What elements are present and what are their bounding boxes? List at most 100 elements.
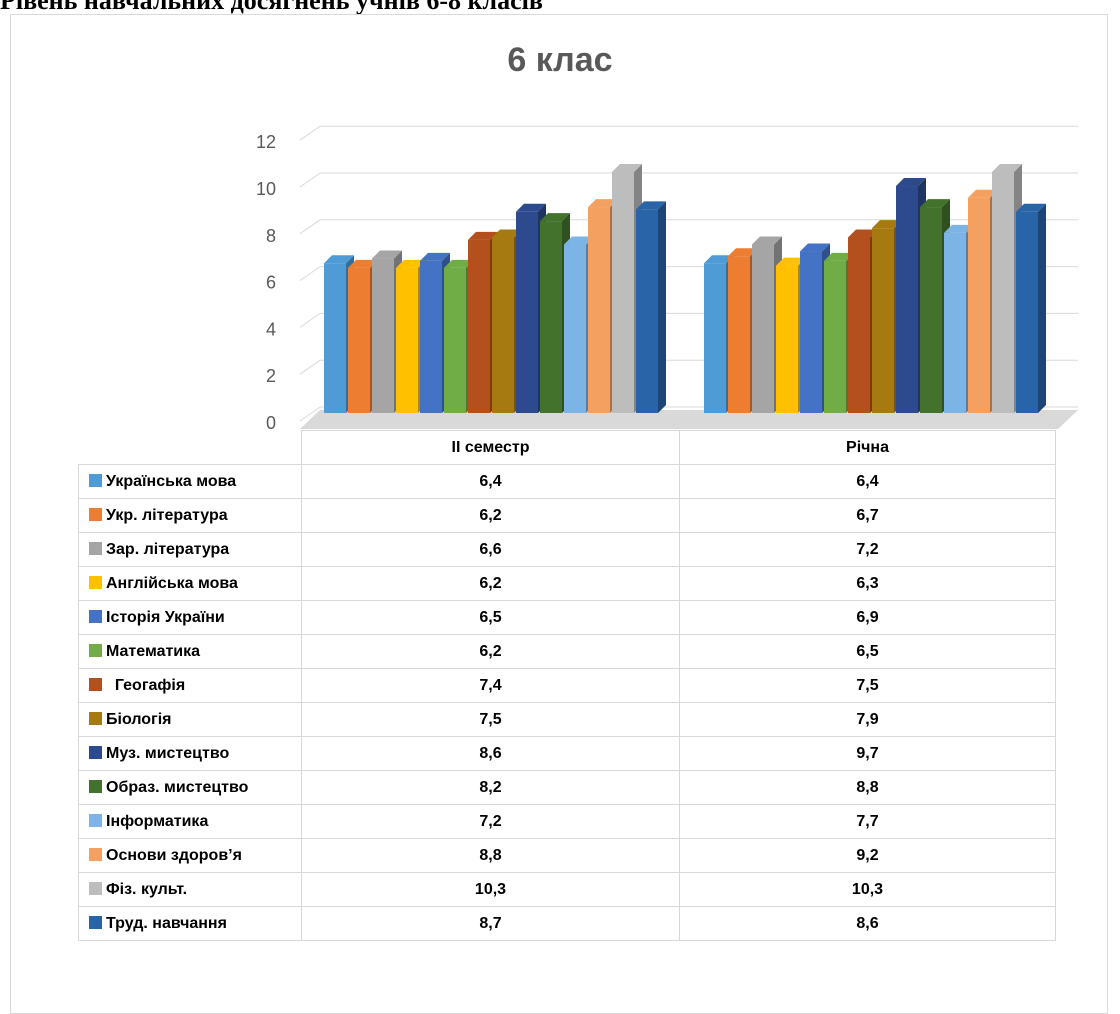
y-tick-label: 8: [266, 226, 276, 246]
data-label: 6,2: [301, 498, 680, 533]
bar-top: [944, 224, 974, 233]
bar-top: [324, 255, 354, 264]
y-tick-label: 2: [266, 366, 276, 386]
table-row: Фіз. культ. 10,3 10,3: [78, 872, 1056, 907]
series-name: Англійська мова: [106, 574, 238, 592]
bar-front: [540, 221, 562, 413]
series-name: Зар. література: [106, 540, 230, 558]
data-label: 8,7: [301, 906, 680, 941]
legend-entry: Зар. література: [78, 532, 302, 567]
legend-entry: Труд. навчання: [78, 906, 302, 941]
bar-top: [968, 189, 998, 198]
legend-entry: Історія України: [78, 600, 302, 635]
table-row: Інформатика 7,2 7,7: [78, 804, 1056, 839]
bar-top: [588, 199, 618, 208]
legend-entry: Математика: [78, 634, 302, 669]
bar-front: [848, 237, 870, 413]
legend-swatch: [89, 575, 102, 589]
series-name: Образ. мистецтво: [106, 778, 249, 796]
table-row: Англійська мова 6,2 6,3: [78, 566, 1056, 601]
bar-chart-plot: 0 2 4 6 8 10 12: [256, 125, 1078, 433]
data-label: 8,8: [301, 838, 680, 873]
bar-top: [920, 199, 950, 208]
legend-entry: Укр. література: [78, 498, 302, 533]
bar-front: [564, 244, 586, 413]
bar-front: [348, 267, 370, 413]
series-name: Укр. література: [106, 506, 228, 524]
bar-top: [752, 236, 782, 245]
bar-front: [824, 260, 846, 413]
table-row: Математика 6,2 6,5: [78, 634, 1056, 669]
series-name: Українська мова: [106, 472, 237, 490]
y-axis-ticks: 0 2 4 6 8 10 12: [256, 132, 276, 433]
bar-top: [540, 213, 570, 222]
bar-top: [1016, 203, 1046, 212]
legend-entry: Фіз. культ.: [78, 872, 302, 907]
bar-top: [468, 231, 498, 240]
bar-top: [372, 250, 402, 259]
bar-top: [800, 243, 830, 252]
bar-front: [516, 211, 538, 413]
bar-front: [896, 186, 918, 413]
data-label: 9,7: [679, 736, 1056, 771]
legend-entry: Геогафія: [78, 668, 302, 703]
legend-swatch: [89, 847, 102, 861]
bar-front: [324, 263, 346, 413]
gridline-diag: [299, 172, 321, 188]
table-row: Біологія 7,5 7,9: [78, 702, 1056, 737]
bar-top: [348, 259, 378, 268]
bar-side: [658, 201, 666, 413]
table-row: Труд. навчання 8,7 8,6: [78, 906, 1056, 941]
bar-top: [612, 163, 642, 172]
legend-swatch: [89, 779, 102, 793]
bar-front: [920, 207, 942, 413]
data-label: 6,6: [301, 532, 680, 567]
table-row: Українська мова 6,4 6,4: [78, 464, 1056, 499]
bar-top: [992, 163, 1022, 172]
y-tick-label: 4: [266, 319, 276, 339]
bar-front: [944, 232, 966, 413]
data-label: 7,9: [679, 702, 1056, 737]
series-name: Геогафія: [106, 676, 186, 694]
data-label: 7,4: [301, 668, 680, 703]
column-header-annual: Річна: [679, 430, 1056, 465]
bar-top: [420, 252, 450, 261]
legend-entry: Основи здоров’я: [78, 838, 302, 873]
bar-front: [800, 251, 822, 413]
bar-top: [492, 229, 522, 238]
legend-swatch: [89, 813, 102, 827]
table-row: Зар. література 6,6 7,2: [78, 532, 1056, 567]
bar-front: [704, 263, 726, 413]
data-label: 7,5: [301, 702, 680, 737]
data-label: 6,2: [301, 634, 680, 669]
bar: [1016, 203, 1046, 413]
data-label: 10,3: [679, 872, 1056, 907]
data-label: 6,2: [301, 566, 680, 601]
bar-front: [588, 207, 610, 413]
data-label: 6,4: [301, 464, 680, 499]
bar-top: [728, 248, 758, 257]
data-label: 8,2: [301, 770, 680, 805]
y-tick-label: 10: [256, 179, 276, 199]
bar-top: [636, 201, 666, 210]
series-name: Математика: [106, 642, 201, 660]
bar-front: [396, 267, 418, 413]
data-label: 7,7: [679, 804, 1056, 839]
series-name: Біологія: [106, 710, 172, 728]
bar-front: [636, 209, 658, 413]
chart-floor: [300, 410, 1078, 429]
legend-swatch: [89, 711, 102, 725]
bar-front: [468, 239, 490, 413]
data-label: 7,5: [679, 668, 1056, 703]
series-name: Труд. навчання: [106, 914, 227, 932]
bar-front: [728, 256, 750, 413]
bar-front: [992, 171, 1014, 413]
legend-swatch: [89, 745, 102, 759]
series-name: Фіз. культ.: [106, 880, 188, 898]
bar-top: [848, 229, 878, 238]
bar-front: [872, 228, 894, 413]
legend-entry: Образ. мистецтво: [78, 770, 302, 805]
table-row: Геогафія 7,4 7,5: [78, 668, 1056, 703]
gridline-diag: [299, 359, 321, 375]
bar-top: [776, 257, 806, 266]
